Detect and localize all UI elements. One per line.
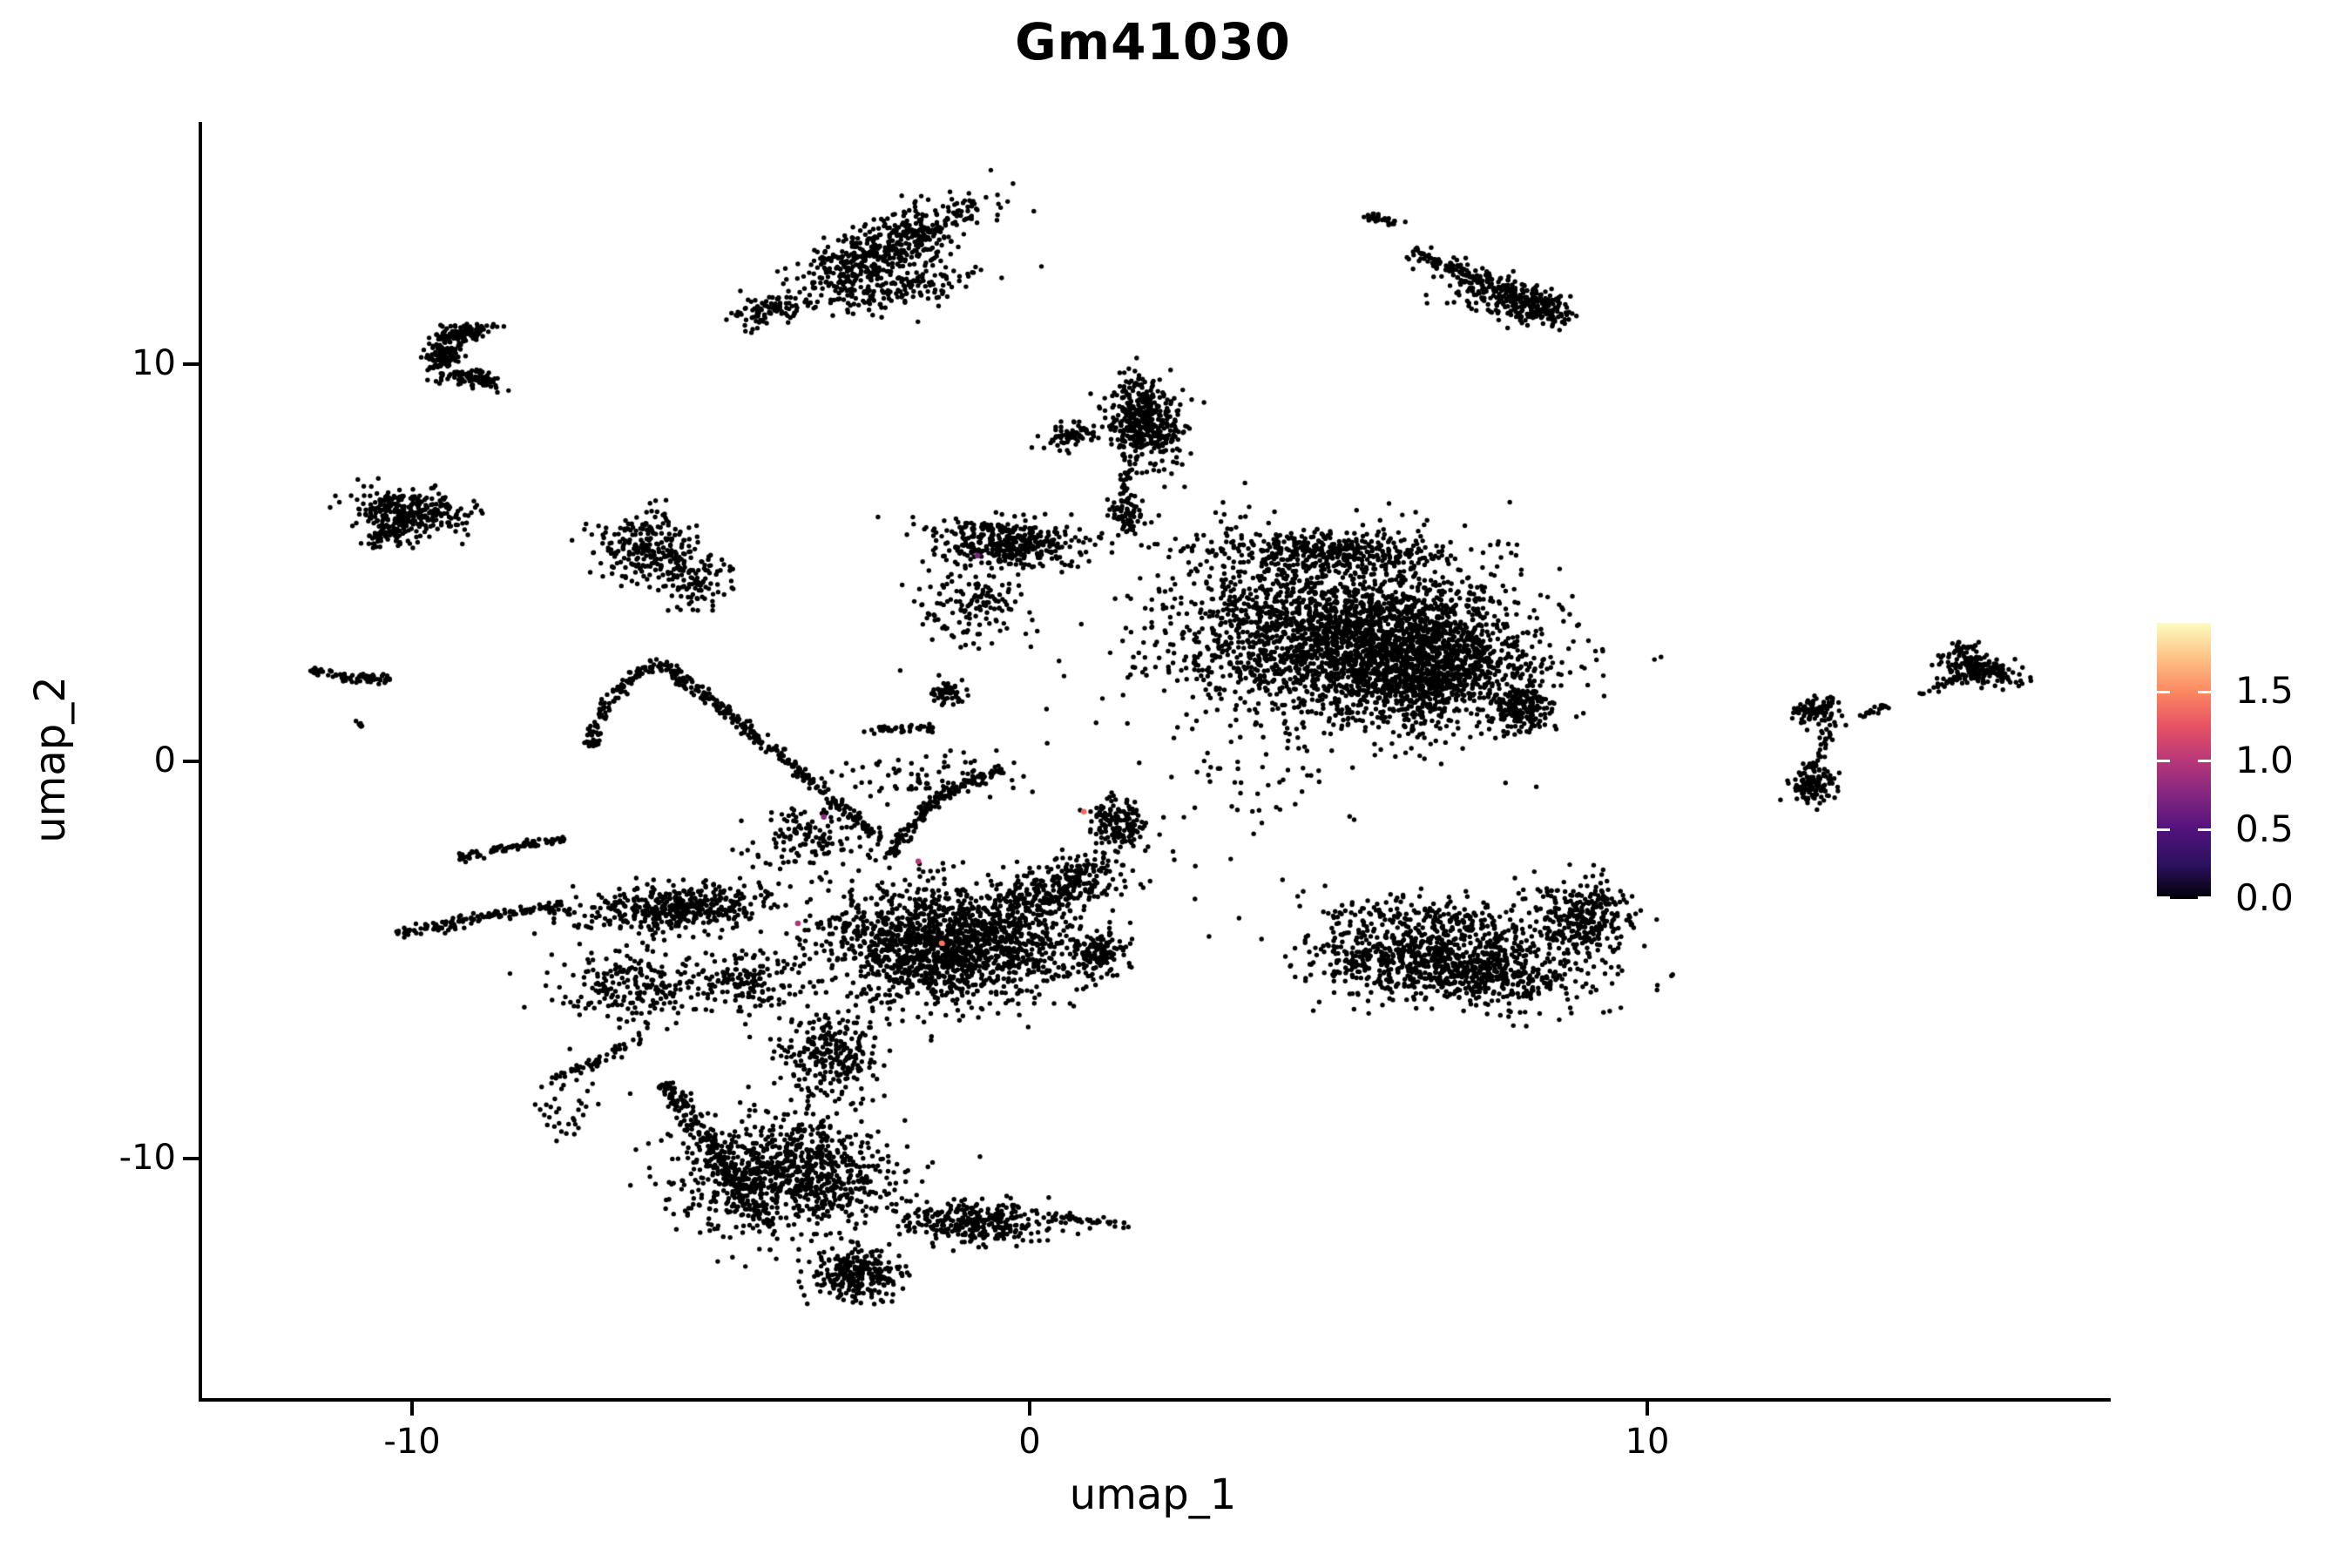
colorbar-tick-mark [2157,896,2170,899]
colorbar-tick-label: 1.0 [2235,738,2294,781]
y-tick-mark [183,362,199,366]
colorbar-tick-mark [2198,690,2211,693]
colorbar-tick-label: 1.5 [2235,669,2294,713]
colorbar-tick-mark [2198,828,2211,832]
x-tick-label: 10 [1625,1422,1670,1462]
colorbar [2157,623,2211,899]
plot-title: Gm41030 [1015,12,1291,71]
y-tick-label: -10 [118,1137,176,1178]
colorbar-tick-label: 0.5 [2235,807,2294,850]
y-tick-mark [183,1156,199,1160]
y-tick-label: 0 [153,740,176,781]
colorbar-tick-mark [2198,760,2211,762]
x-tick-mark [1028,1400,1032,1416]
colorbar-tick-mark [2157,828,2170,832]
y-tick-mark [183,759,199,763]
y-tick-label: 10 [132,342,176,383]
x-axis-label: umap_1 [1069,1470,1237,1519]
x-tick-label: -10 [383,1422,441,1462]
x-tick-mark [410,1400,415,1416]
x-tick-label: 0 [1018,1422,1041,1462]
colorbar-tick-mark [2157,690,2170,693]
colorbar-tick-mark [2157,760,2170,762]
colorbar-tick-label: 0.0 [2235,876,2294,919]
colorbar-tick-mark [2198,896,2211,899]
scatter-canvas [202,122,2111,1398]
x-tick-mark [1646,1400,1649,1416]
plot-panel [199,122,2111,1402]
